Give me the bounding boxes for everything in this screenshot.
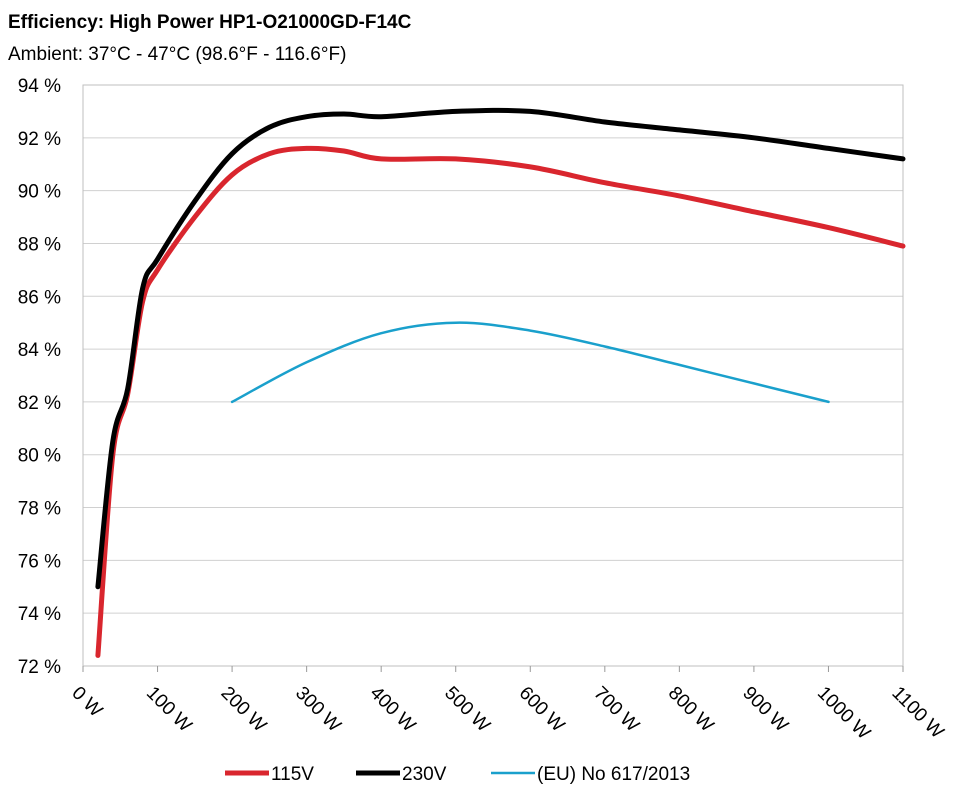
x-tick-label: 200 W [217, 683, 271, 737]
x-tick-label: 700 W [589, 683, 643, 737]
y-tick-label: 88 % [18, 234, 61, 255]
x-tick-label: 0 W [67, 683, 106, 722]
y-tick-label: 94 % [18, 76, 61, 97]
x-tick-label: 400 W [366, 683, 420, 737]
y-tick-label: 78 % [18, 499, 61, 520]
x-tick-label: 500 W [440, 683, 494, 737]
y-tick-label: 72 % [18, 657, 61, 678]
y-tick-label: 80 % [18, 446, 61, 467]
x-tick-label: 1000 W [813, 683, 874, 744]
series-lines [95, 107, 906, 658]
legend: 115V 230V (EU) No 617/2013 [225, 764, 690, 785]
x-tick-label: 100 W [142, 683, 196, 737]
y-tick-label: 76 % [18, 551, 61, 572]
series-line-eu-no-617-2013 [230, 321, 830, 404]
x-axis-ticks: 0 W 100 W 200 W 300 W 400 W 500 W 600 W 700 W 80… [67, 666, 948, 744]
chart-title: Efficiency: High Power HP1-O21000GD-F14C [8, 12, 412, 33]
y-axis-ticks: 72 % 74 % 76 % 78 % 80 % 82 % 84 % 86 % 88 % 90 %… [18, 76, 61, 678]
legend-label-eu-no-617-2013: (EU) No 617/2013 [537, 764, 690, 785]
x-tick-label: 1100 W [887, 683, 947, 743]
legend-label-230v: 230V [402, 764, 447, 785]
y-tick-label: 86 % [18, 287, 61, 308]
x-tick-label: 300 W [291, 683, 345, 737]
legend-label-115v: 115V [271, 764, 314, 785]
gridlines [83, 84, 903, 667]
plot-frame [82, 84, 904, 667]
y-tick-label: 84 % [18, 340, 61, 361]
y-tick-label: 90 % [18, 182, 61, 203]
x-tick-label: 900 W [738, 683, 792, 737]
x-tick-label: 600 W [515, 683, 569, 737]
y-tick-label: 82 % [18, 393, 61, 414]
x-tick-label: 800 W [664, 683, 718, 737]
series-line-230v [95, 107, 906, 590]
chart-subtitle: Ambient: 37°C - 47°C (98.6°F - 116.6°F) [8, 44, 346, 65]
y-tick-label: 74 % [18, 604, 61, 625]
y-tick-label: 92 % [18, 129, 61, 150]
